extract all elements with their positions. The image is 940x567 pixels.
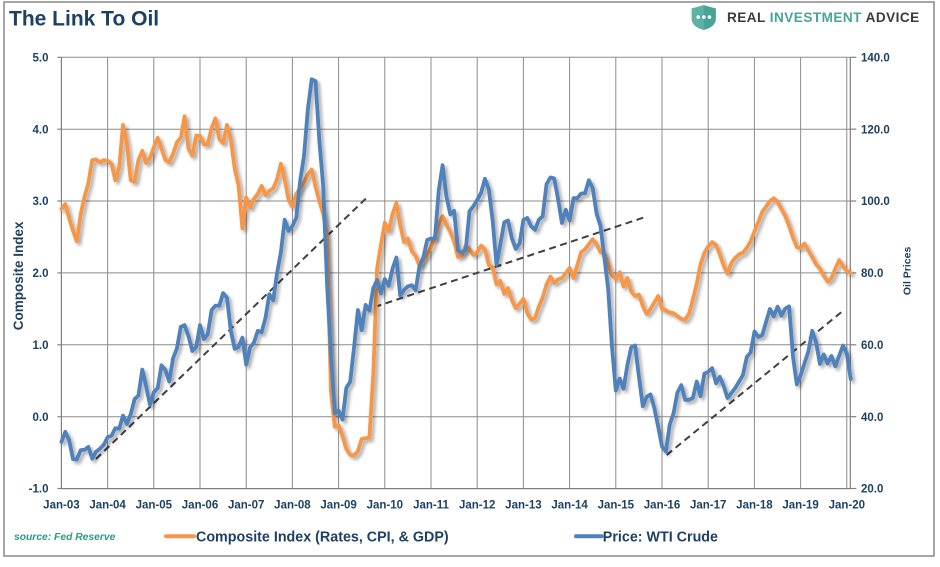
svg-text:REAL INVESTMENT ADVICE: REAL INVESTMENT ADVICE	[727, 10, 920, 25]
svg-text:Jan-04: Jan-04	[89, 500, 126, 512]
svg-text:140.0: 140.0	[861, 53, 890, 65]
svg-text:100.0: 100.0	[861, 196, 890, 208]
svg-text:Jan-15: Jan-15	[598, 500, 635, 512]
svg-text:120.0: 120.0	[861, 124, 890, 136]
svg-text:0.0: 0.0	[33, 412, 49, 424]
svg-text:Jan-06: Jan-06	[182, 500, 218, 512]
svg-text:Composite Index: Composite Index	[11, 221, 26, 330]
svg-text:Jan-11: Jan-11	[413, 500, 449, 512]
svg-text:Oil Prices: Oil Prices	[902, 247, 914, 296]
svg-text:3.0: 3.0	[33, 196, 49, 208]
svg-text:Jan-05: Jan-05	[136, 500, 173, 512]
svg-text:40.0: 40.0	[861, 412, 883, 424]
svg-text:Jan-07: Jan-07	[228, 500, 264, 512]
svg-text:Jan-09: Jan-09	[320, 500, 356, 512]
svg-text:Price: WTI Crude: Price: WTI Crude	[603, 529, 718, 545]
svg-text:source: Fed Reserve: source: Fed Reserve	[14, 532, 116, 543]
svg-text:20.0: 20.0	[861, 484, 883, 496]
svg-text:4.0: 4.0	[33, 124, 49, 136]
svg-text:Jan-16: Jan-16	[644, 500, 680, 512]
svg-text:80.0: 80.0	[861, 268, 883, 280]
svg-text:1.0: 1.0	[33, 340, 49, 352]
svg-text:Jan-10: Jan-10	[367, 500, 403, 512]
svg-text:Jan-14: Jan-14	[551, 500, 588, 512]
svg-text:Composite Index (Rates, CPI, &: Composite Index (Rates, CPI, & GDP)	[196, 529, 449, 545]
svg-text:Jan-18: Jan-18	[736, 500, 773, 512]
svg-text:Jan-19: Jan-19	[782, 500, 818, 512]
svg-text:Jan-20: Jan-20	[829, 500, 865, 512]
svg-text:Jan-08: Jan-08	[274, 500, 311, 512]
svg-text:Jan-17: Jan-17	[690, 500, 726, 512]
svg-text:60.0: 60.0	[861, 340, 883, 352]
svg-text:Jan-03: Jan-03	[43, 500, 79, 512]
svg-text:5.0: 5.0	[33, 53, 49, 65]
svg-text:Jan-12: Jan-12	[459, 500, 495, 512]
svg-text:The Link To Oil: The Link To Oil	[9, 8, 159, 31]
svg-text:-1.0: -1.0	[29, 484, 49, 496]
svg-text:Jan-13: Jan-13	[505, 500, 541, 512]
svg-text:2.0: 2.0	[33, 268, 49, 280]
